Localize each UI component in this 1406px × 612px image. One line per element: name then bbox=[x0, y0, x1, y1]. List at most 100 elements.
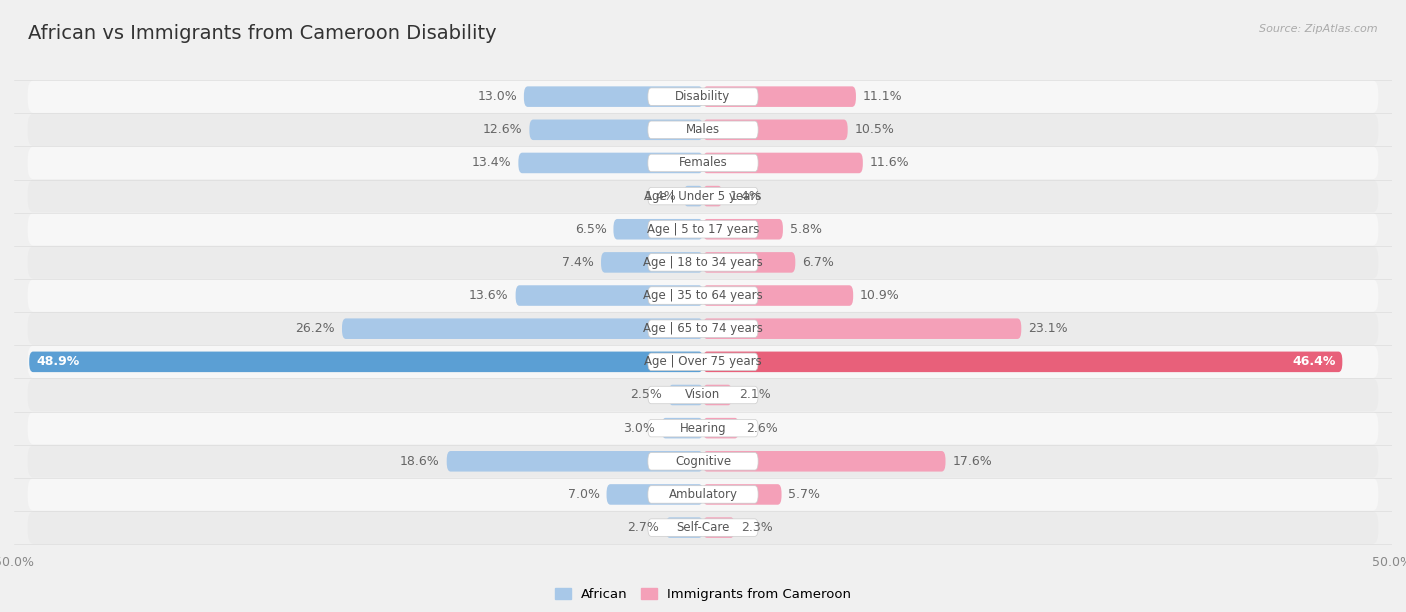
FancyBboxPatch shape bbox=[648, 519, 758, 536]
Text: Disability: Disability bbox=[675, 90, 731, 103]
Text: 5.7%: 5.7% bbox=[789, 488, 821, 501]
FancyBboxPatch shape bbox=[28, 346, 1378, 378]
Text: 26.2%: 26.2% bbox=[295, 322, 335, 335]
Text: 1.4%: 1.4% bbox=[730, 190, 761, 203]
FancyBboxPatch shape bbox=[683, 186, 703, 206]
FancyBboxPatch shape bbox=[648, 486, 758, 503]
FancyBboxPatch shape bbox=[28, 412, 1378, 444]
Text: Females: Females bbox=[679, 157, 727, 170]
FancyBboxPatch shape bbox=[703, 385, 733, 405]
FancyBboxPatch shape bbox=[606, 484, 703, 505]
FancyBboxPatch shape bbox=[662, 418, 703, 438]
Text: 3.0%: 3.0% bbox=[623, 422, 655, 435]
FancyBboxPatch shape bbox=[669, 385, 703, 405]
FancyBboxPatch shape bbox=[648, 253, 758, 271]
FancyBboxPatch shape bbox=[648, 88, 758, 105]
Text: Source: ZipAtlas.com: Source: ZipAtlas.com bbox=[1260, 24, 1378, 34]
FancyBboxPatch shape bbox=[703, 186, 723, 206]
Text: African vs Immigrants from Cameroon Disability: African vs Immigrants from Cameroon Disa… bbox=[28, 24, 496, 43]
FancyBboxPatch shape bbox=[648, 287, 758, 304]
FancyBboxPatch shape bbox=[648, 320, 758, 337]
FancyBboxPatch shape bbox=[516, 285, 703, 306]
FancyBboxPatch shape bbox=[524, 86, 703, 107]
Text: Cognitive: Cognitive bbox=[675, 455, 731, 468]
FancyBboxPatch shape bbox=[648, 220, 758, 238]
FancyBboxPatch shape bbox=[703, 119, 848, 140]
FancyBboxPatch shape bbox=[703, 152, 863, 173]
FancyBboxPatch shape bbox=[30, 351, 703, 372]
Text: 6.7%: 6.7% bbox=[803, 256, 834, 269]
FancyBboxPatch shape bbox=[648, 353, 758, 371]
Text: 10.5%: 10.5% bbox=[855, 123, 894, 136]
FancyBboxPatch shape bbox=[703, 351, 1343, 372]
FancyBboxPatch shape bbox=[703, 86, 856, 107]
Text: 18.6%: 18.6% bbox=[401, 455, 440, 468]
Text: Hearing: Hearing bbox=[679, 422, 727, 435]
Text: Age | Over 75 years: Age | Over 75 years bbox=[644, 356, 762, 368]
FancyBboxPatch shape bbox=[28, 445, 1378, 477]
FancyBboxPatch shape bbox=[28, 379, 1378, 411]
FancyBboxPatch shape bbox=[613, 219, 703, 239]
Text: 6.5%: 6.5% bbox=[575, 223, 606, 236]
FancyBboxPatch shape bbox=[703, 318, 1021, 339]
FancyBboxPatch shape bbox=[703, 484, 782, 505]
Text: 2.6%: 2.6% bbox=[745, 422, 778, 435]
Text: 1.4%: 1.4% bbox=[645, 190, 676, 203]
FancyBboxPatch shape bbox=[648, 452, 758, 470]
FancyBboxPatch shape bbox=[342, 318, 703, 339]
Text: 13.0%: 13.0% bbox=[477, 90, 517, 103]
FancyBboxPatch shape bbox=[28, 80, 1378, 113]
FancyBboxPatch shape bbox=[519, 152, 703, 173]
Text: Age | 35 to 64 years: Age | 35 to 64 years bbox=[643, 289, 763, 302]
Text: 23.1%: 23.1% bbox=[1028, 322, 1067, 335]
FancyBboxPatch shape bbox=[648, 121, 758, 138]
FancyBboxPatch shape bbox=[28, 180, 1378, 212]
FancyBboxPatch shape bbox=[648, 386, 758, 404]
Text: 46.4%: 46.4% bbox=[1292, 356, 1336, 368]
FancyBboxPatch shape bbox=[600, 252, 703, 273]
FancyBboxPatch shape bbox=[530, 119, 703, 140]
FancyBboxPatch shape bbox=[28, 478, 1378, 510]
Text: 5.8%: 5.8% bbox=[790, 223, 821, 236]
Text: 10.9%: 10.9% bbox=[860, 289, 900, 302]
Text: 13.6%: 13.6% bbox=[470, 289, 509, 302]
FancyBboxPatch shape bbox=[703, 252, 796, 273]
FancyBboxPatch shape bbox=[666, 517, 703, 538]
Text: 7.0%: 7.0% bbox=[568, 488, 599, 501]
FancyBboxPatch shape bbox=[648, 187, 758, 205]
FancyBboxPatch shape bbox=[703, 219, 783, 239]
Text: Males: Males bbox=[686, 123, 720, 136]
Text: 2.3%: 2.3% bbox=[741, 521, 773, 534]
Text: Ambulatory: Ambulatory bbox=[668, 488, 738, 501]
FancyBboxPatch shape bbox=[648, 419, 758, 437]
FancyBboxPatch shape bbox=[703, 418, 738, 438]
FancyBboxPatch shape bbox=[703, 285, 853, 306]
Text: Age | 5 to 17 years: Age | 5 to 17 years bbox=[647, 223, 759, 236]
Text: Self-Care: Self-Care bbox=[676, 521, 730, 534]
Text: 11.1%: 11.1% bbox=[863, 90, 903, 103]
FancyBboxPatch shape bbox=[28, 114, 1378, 146]
FancyBboxPatch shape bbox=[648, 154, 758, 172]
Text: 2.1%: 2.1% bbox=[738, 389, 770, 401]
Text: Age | 18 to 34 years: Age | 18 to 34 years bbox=[643, 256, 763, 269]
Text: 17.6%: 17.6% bbox=[952, 455, 993, 468]
Text: 7.4%: 7.4% bbox=[562, 256, 595, 269]
FancyBboxPatch shape bbox=[28, 512, 1378, 544]
Text: 48.9%: 48.9% bbox=[37, 356, 79, 368]
Text: 2.7%: 2.7% bbox=[627, 521, 659, 534]
FancyBboxPatch shape bbox=[28, 147, 1378, 179]
FancyBboxPatch shape bbox=[28, 213, 1378, 245]
Text: 11.6%: 11.6% bbox=[870, 157, 910, 170]
Text: 2.5%: 2.5% bbox=[630, 389, 662, 401]
FancyBboxPatch shape bbox=[28, 279, 1378, 312]
FancyBboxPatch shape bbox=[447, 451, 703, 472]
Text: Age | 65 to 74 years: Age | 65 to 74 years bbox=[643, 322, 763, 335]
FancyBboxPatch shape bbox=[28, 246, 1378, 278]
Text: Vision: Vision bbox=[685, 389, 721, 401]
Text: 12.6%: 12.6% bbox=[482, 123, 523, 136]
Text: 13.4%: 13.4% bbox=[472, 157, 512, 170]
Legend: African, Immigrants from Cameroon: African, Immigrants from Cameroon bbox=[550, 583, 856, 606]
FancyBboxPatch shape bbox=[28, 313, 1378, 345]
FancyBboxPatch shape bbox=[703, 451, 945, 472]
Text: Age | Under 5 years: Age | Under 5 years bbox=[644, 190, 762, 203]
